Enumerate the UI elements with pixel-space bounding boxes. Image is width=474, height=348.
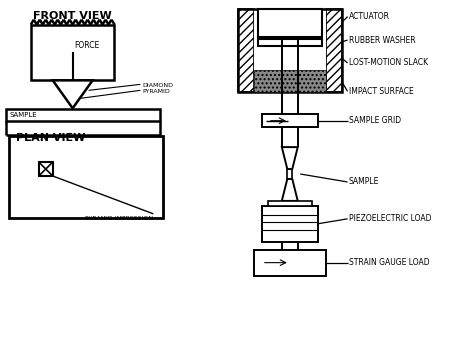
Text: RUBBER WASHER: RUBBER WASHER <box>348 35 415 45</box>
Text: SAMPLE: SAMPLE <box>10 112 37 118</box>
Text: PLAN VIEW: PLAN VIEW <box>16 133 85 143</box>
Bar <box>31 25 115 80</box>
Bar <box>6 109 160 121</box>
Polygon shape <box>282 179 298 201</box>
Text: PYRAMID IMPRESSION: PYRAMID IMPRESSION <box>85 216 153 221</box>
Bar <box>262 206 318 242</box>
Bar <box>258 9 322 37</box>
Text: FORCE: FORCE <box>74 41 100 50</box>
Bar <box>39 162 53 176</box>
Bar <box>262 114 318 127</box>
Bar <box>326 9 342 92</box>
Text: ACTUATOR: ACTUATOR <box>348 12 390 21</box>
Text: LOST-MOTION SLACK: LOST-MOTION SLACK <box>348 58 428 68</box>
Bar <box>268 201 312 206</box>
Text: SAMPLE: SAMPLE <box>348 177 379 187</box>
Bar <box>238 9 254 92</box>
Bar <box>254 250 326 276</box>
Text: PIEZOELECTRIC LOAD: PIEZOELECTRIC LOAD <box>348 214 431 223</box>
Text: IMPACT SURFACE: IMPACT SURFACE <box>348 87 413 96</box>
Text: SAMPLE GRID: SAMPLE GRID <box>348 116 401 125</box>
Bar <box>254 70 326 92</box>
Polygon shape <box>282 147 298 169</box>
Bar <box>9 136 164 218</box>
Bar <box>238 9 342 92</box>
Bar <box>258 39 322 46</box>
Text: FRONT VIEW: FRONT VIEW <box>33 11 112 21</box>
Text: DIAMOND
PYRAMID: DIAMOND PYRAMID <box>142 83 173 94</box>
Text: STRAIN GAUGE LOAD: STRAIN GAUGE LOAD <box>348 258 429 267</box>
Polygon shape <box>53 80 92 108</box>
Bar <box>254 9 326 92</box>
Bar <box>254 46 326 70</box>
